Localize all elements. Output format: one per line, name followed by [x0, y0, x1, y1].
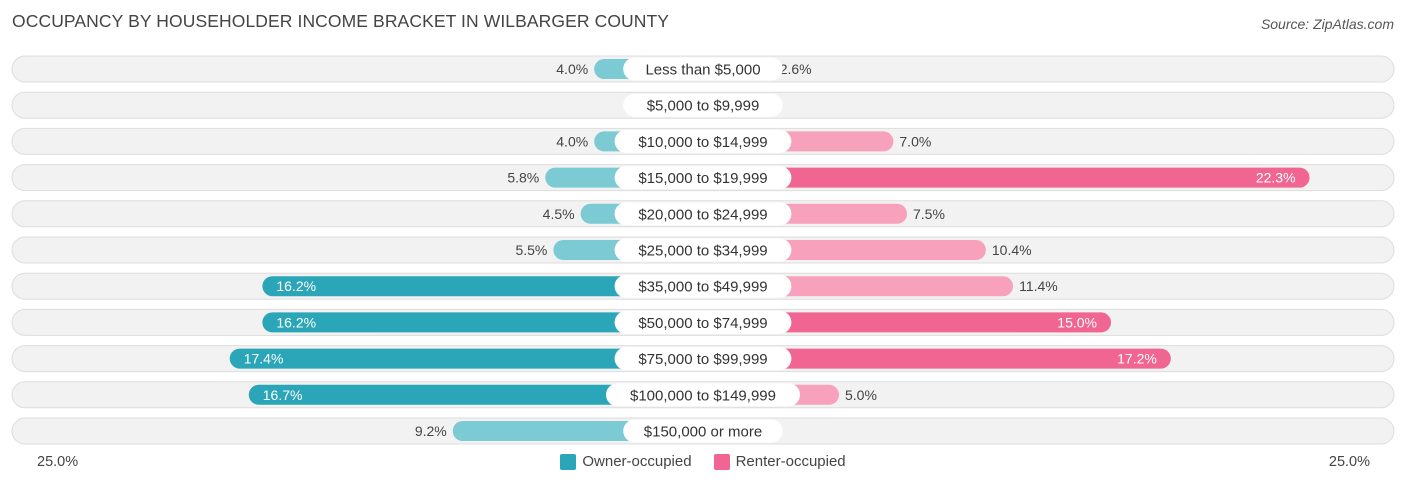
owner-value-label: 9.2%	[415, 423, 447, 439]
category-label: $15,000 to $19,999	[638, 170, 767, 187]
category-pill	[614, 202, 792, 226]
owner-value-label: 5.5%	[515, 242, 547, 258]
category-label: $25,000 to $34,999	[638, 243, 767, 260]
category-label: $5,000 to $9,999	[647, 98, 760, 115]
owner-swatch	[560, 453, 577, 470]
category-label: $100,000 to $149,999	[630, 387, 776, 404]
category-pill	[614, 310, 792, 334]
category-label: $20,000 to $24,999	[638, 206, 767, 223]
diverging-bar-chart: 4.0%2.6%Less than $5,0000.51%1.1%$5,000 …	[11, 55, 1395, 445]
category-pill	[623, 419, 783, 443]
renter-value-label: 2.6%	[780, 61, 812, 77]
category-label: Less than $5,000	[645, 62, 760, 79]
category-pill	[623, 57, 783, 81]
legend-owner-label: Owner-occupied	[582, 453, 692, 470]
owner-value-label: 16.2%	[276, 278, 316, 294]
legend-item-renter: Renter-occupied	[713, 453, 846, 470]
category-pill	[614, 274, 792, 298]
owner-value-label: 4.0%	[556, 61, 588, 77]
renter-swatch	[713, 453, 730, 470]
renter-bar	[703, 312, 1111, 333]
category-pill	[614, 166, 792, 190]
renter-value-label: 22.3%	[1256, 170, 1296, 186]
owner-value-label: 5.8%	[507, 170, 539, 186]
renter-value-label: 10.4%	[992, 242, 1032, 258]
owner-bar	[262, 276, 703, 297]
chart-title: OCCUPANCY BY HOUSEHOLDER INCOME BRACKET …	[12, 11, 670, 31]
renter-value-label: 7.0%	[899, 133, 931, 149]
renter-value-label: 7.5%	[913, 206, 945, 222]
category-pill	[606, 383, 800, 407]
category-pill	[614, 347, 792, 371]
renter-bar	[703, 167, 1310, 188]
category-label: $50,000 to $74,999	[638, 315, 767, 332]
renter-value-label: 17.2%	[1117, 351, 1157, 367]
renter-bar	[703, 348, 1171, 369]
owner-value-label: 16.7%	[263, 387, 303, 403]
source-label: Source: ZipAtlas.com	[1260, 16, 1394, 32]
category-label: $150,000 or more	[644, 424, 762, 441]
category-pill	[623, 93, 783, 117]
category-pill	[614, 129, 792, 153]
owner-bar	[229, 348, 703, 369]
legend: Owner-occupied Renter-occupied	[0, 453, 1406, 470]
owner-bar	[248, 384, 703, 405]
category-label: $10,000 to $14,999	[638, 134, 767, 151]
category-pill	[614, 238, 792, 262]
owner-value-label: 16.2%	[276, 314, 316, 330]
axis-right-label: 25.0%	[1328, 454, 1370, 470]
category-label: $35,000 to $49,999	[638, 279, 767, 296]
owner-value-label: 4.5%	[543, 206, 575, 222]
category-label: $75,000 to $99,999	[638, 351, 767, 368]
renter-value-label: 5.0%	[845, 387, 877, 403]
owner-value-label: 4.0%	[556, 133, 588, 149]
owner-bar	[262, 312, 703, 333]
legend-item-owner: Owner-occupied	[560, 453, 692, 470]
legend-renter-label: Renter-occupied	[735, 453, 846, 470]
renter-value-label: 11.4%	[1019, 278, 1058, 294]
owner-value-label: 17.4%	[244, 351, 284, 367]
axis-left-label: 25.0%	[37, 454, 79, 470]
renter-value-label: 15.0%	[1057, 314, 1097, 330]
